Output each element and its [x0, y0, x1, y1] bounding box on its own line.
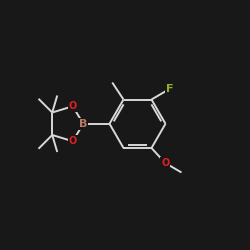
- Text: O: O: [68, 101, 77, 111]
- Text: O: O: [161, 158, 170, 168]
- Text: F: F: [166, 84, 173, 94]
- Text: B: B: [79, 119, 88, 129]
- Text: O: O: [68, 136, 77, 146]
